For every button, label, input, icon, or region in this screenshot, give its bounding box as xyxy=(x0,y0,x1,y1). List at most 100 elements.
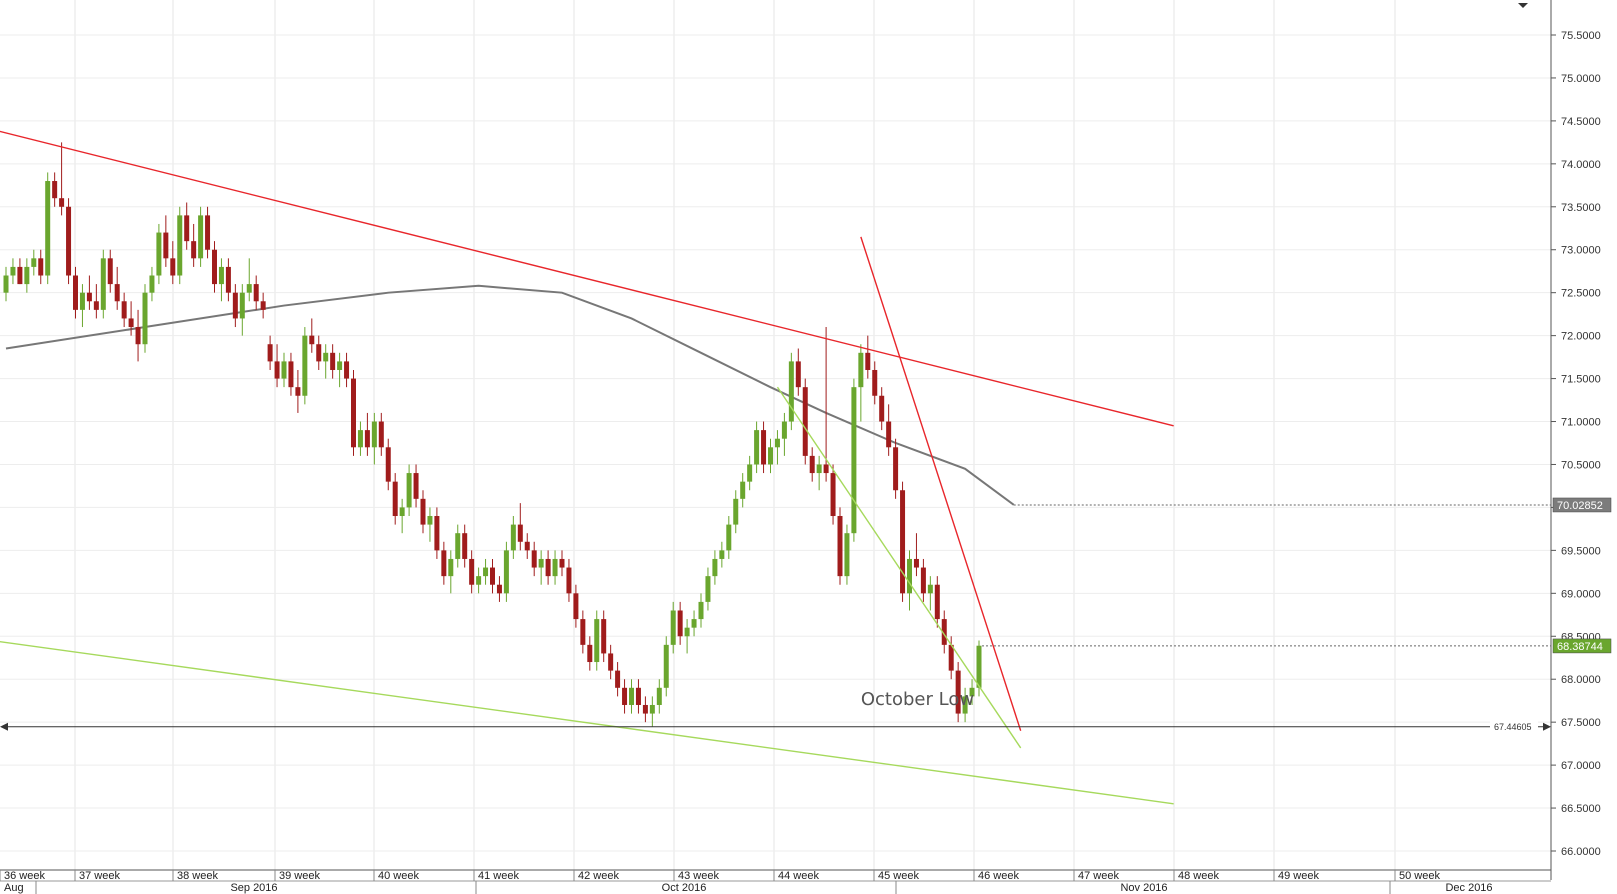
candle-body xyxy=(615,670,621,688)
month-label: Aug xyxy=(4,882,24,894)
candle-body xyxy=(920,567,926,594)
week-label: 45 week xyxy=(878,870,919,882)
y-tick-label: 70.5000 xyxy=(1561,459,1601,471)
y-tick-label: 69.0000 xyxy=(1561,588,1601,600)
candle-body xyxy=(330,352,336,370)
candle-body xyxy=(357,430,363,448)
week-label: 44 week xyxy=(778,870,819,882)
candle-body xyxy=(420,498,426,525)
candle-body xyxy=(726,524,732,551)
candle-body xyxy=(205,215,211,250)
candle-body xyxy=(462,533,468,559)
candle-body xyxy=(788,361,794,422)
candle-body xyxy=(52,181,58,199)
candle-body xyxy=(274,361,280,379)
candle-body xyxy=(872,369,878,396)
y-tick-label: 73.5000 xyxy=(1561,202,1601,214)
candle-body xyxy=(677,610,683,637)
candle-body xyxy=(406,473,412,508)
candle-body xyxy=(267,344,273,362)
candle-body xyxy=(768,447,773,465)
candle-body xyxy=(580,619,586,645)
candle-body xyxy=(93,301,99,310)
week-label: 38 week xyxy=(177,870,218,882)
candle-body xyxy=(302,335,308,396)
candle-body xyxy=(719,550,725,559)
candle-body xyxy=(385,447,391,482)
candle-body xyxy=(656,687,662,705)
y-tick-label: 69.5000 xyxy=(1561,545,1601,557)
candle-body xyxy=(510,524,516,551)
y-tick-label: 72.0000 xyxy=(1561,331,1601,343)
candle-body xyxy=(490,567,495,585)
week-label: 36 week xyxy=(4,870,45,882)
candle-body xyxy=(344,361,350,379)
candle-body xyxy=(608,653,614,671)
candle-body xyxy=(781,421,787,439)
candle-body xyxy=(517,524,523,542)
candle-body xyxy=(865,352,871,370)
menu-triangle-icon xyxy=(1518,3,1528,8)
candle-body xyxy=(663,644,669,688)
candle-body xyxy=(316,344,322,362)
candle-body xyxy=(559,558,565,568)
price-tag-bg xyxy=(1552,497,1612,513)
candle-body xyxy=(503,550,509,594)
candle-body xyxy=(496,584,502,594)
candle-body xyxy=(66,206,72,276)
candle-body xyxy=(635,687,641,705)
candle-body xyxy=(934,584,940,620)
candle-body xyxy=(156,232,162,276)
candle-body xyxy=(212,249,217,285)
candle-body xyxy=(476,576,482,585)
y-tick-label: 74.0000 xyxy=(1561,159,1601,171)
candle-body xyxy=(198,215,204,259)
candle-body xyxy=(351,378,356,448)
candle-body xyxy=(128,318,134,328)
candle-body xyxy=(962,696,968,714)
candle-body xyxy=(879,395,885,422)
candle-body xyxy=(114,284,120,302)
candle-body xyxy=(802,387,808,456)
y-tick-label: 72.5000 xyxy=(1561,288,1601,300)
week-label: 40 week xyxy=(378,870,419,882)
candle-body xyxy=(927,584,933,594)
candle-body xyxy=(31,258,37,267)
candle-body xyxy=(399,507,405,517)
candle-body xyxy=(10,266,16,276)
candle-body xyxy=(670,610,676,645)
candle-body xyxy=(531,550,537,568)
candle-body xyxy=(587,644,593,663)
candle-body xyxy=(337,361,343,370)
candle-body xyxy=(524,541,530,551)
candle-body xyxy=(955,670,961,714)
month-label: Dec 2016 xyxy=(1445,882,1492,894)
candle-body xyxy=(45,181,51,276)
candle-body xyxy=(594,619,600,663)
candle-body xyxy=(364,430,370,448)
candle-body xyxy=(907,558,912,594)
candle-body xyxy=(135,327,141,345)
candle-body xyxy=(239,292,245,319)
candle-body xyxy=(601,619,607,654)
candle-body xyxy=(121,301,127,319)
october-low-annotation: October Low xyxy=(861,689,974,710)
candle-body xyxy=(622,687,628,705)
candle-body xyxy=(629,687,634,705)
candle-body xyxy=(483,567,489,577)
week-label: 48 week xyxy=(1178,870,1219,882)
y-tick-label: 75.5000 xyxy=(1561,30,1601,42)
month-label: Sep 2016 xyxy=(230,882,277,894)
candle-body xyxy=(705,576,711,602)
candle-body xyxy=(976,645,982,688)
candle-body xyxy=(79,292,85,310)
week-label: 47 week xyxy=(1078,870,1119,882)
candle-body xyxy=(816,464,822,474)
candle-body xyxy=(698,601,704,620)
candle-body xyxy=(823,464,829,474)
candle-body xyxy=(809,455,815,474)
candle-body xyxy=(184,215,190,242)
candle-body xyxy=(795,361,801,388)
